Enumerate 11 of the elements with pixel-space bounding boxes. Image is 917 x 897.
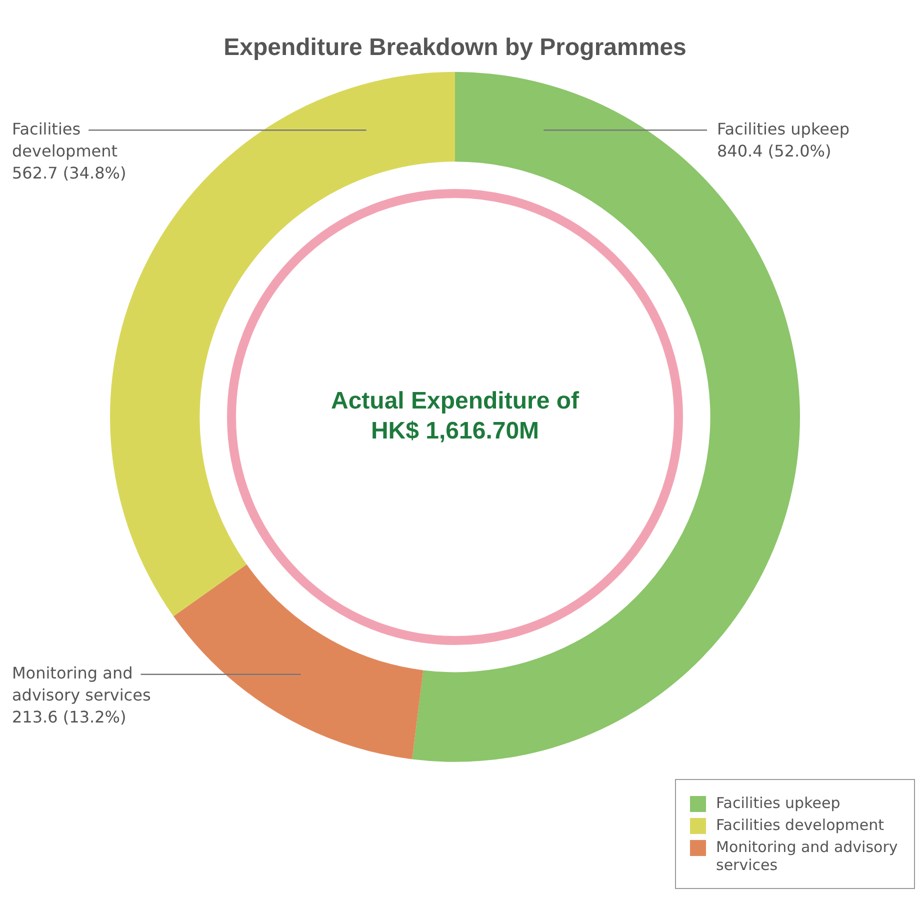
data-label: 562.7 (34.8%) bbox=[12, 163, 126, 182]
legend-label: Facilities development bbox=[716, 816, 884, 834]
legend-label: Facilities upkeep bbox=[716, 794, 840, 812]
legend-label: Monitoring and advisory services bbox=[716, 838, 899, 874]
slice-label: Facilities development bbox=[12, 119, 118, 160]
slice-label: Monitoring and advisory services bbox=[12, 664, 151, 705]
text: Actual Expenditure of HK$ 1,616.70M bbox=[330, 388, 580, 445]
chart-title: Expenditure Breakdown by Programmes bbox=[224, 34, 686, 62]
data-label: 840.4 (52.0%) bbox=[717, 141, 832, 160]
slice-label: Facilities upkeep bbox=[717, 119, 850, 138]
data-label: 213.6 (13.2%) bbox=[12, 708, 126, 727]
